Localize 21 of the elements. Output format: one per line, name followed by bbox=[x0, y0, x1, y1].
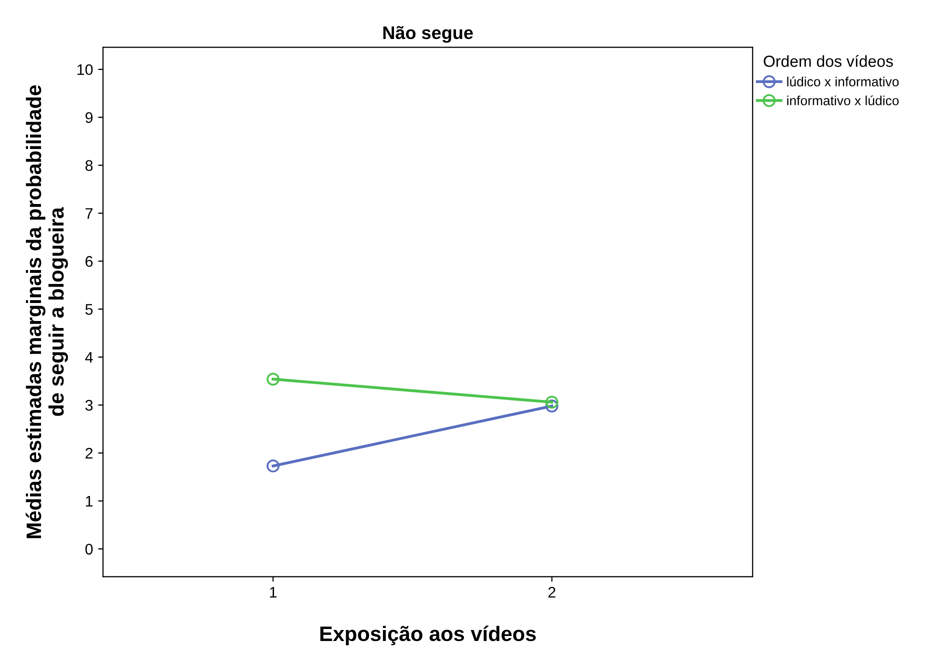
y-tick-label: 10 bbox=[77, 64, 93, 76]
chart-title: Não segue bbox=[383, 26, 473, 43]
y-tick-label: 6 bbox=[86, 256, 93, 267]
point bbox=[545, 400, 558, 412]
point bbox=[545, 396, 558, 409]
x-axis-title: Exposição aos vídeos bbox=[320, 626, 536, 646]
y-axis-title: Médias estimadas marginais da probabilidade de seguir a blogueira bbox=[26, 85, 68, 538]
legend-label: informativo x lúdico bbox=[787, 95, 899, 106]
point bbox=[266, 372, 280, 386]
y-tick-label: 7 bbox=[86, 208, 93, 219]
y-tick-label: 4 bbox=[85, 352, 93, 363]
y-tick-label: 5 bbox=[85, 304, 93, 315]
y-tick-label: 2 bbox=[86, 448, 93, 459]
y-tick-label: 1 bbox=[86, 496, 93, 506]
y-tick-label: 0 bbox=[85, 544, 93, 555]
y-tick-label: 8 bbox=[85, 160, 93, 171]
y-tick-label: 9 bbox=[86, 112, 93, 124]
legend-title: Ordem dos vídeos bbox=[764, 55, 893, 67]
point bbox=[266, 459, 280, 472]
y-tick-label: 3 bbox=[85, 400, 93, 411]
legend-label: lúdico x informativo bbox=[787, 76, 899, 86]
